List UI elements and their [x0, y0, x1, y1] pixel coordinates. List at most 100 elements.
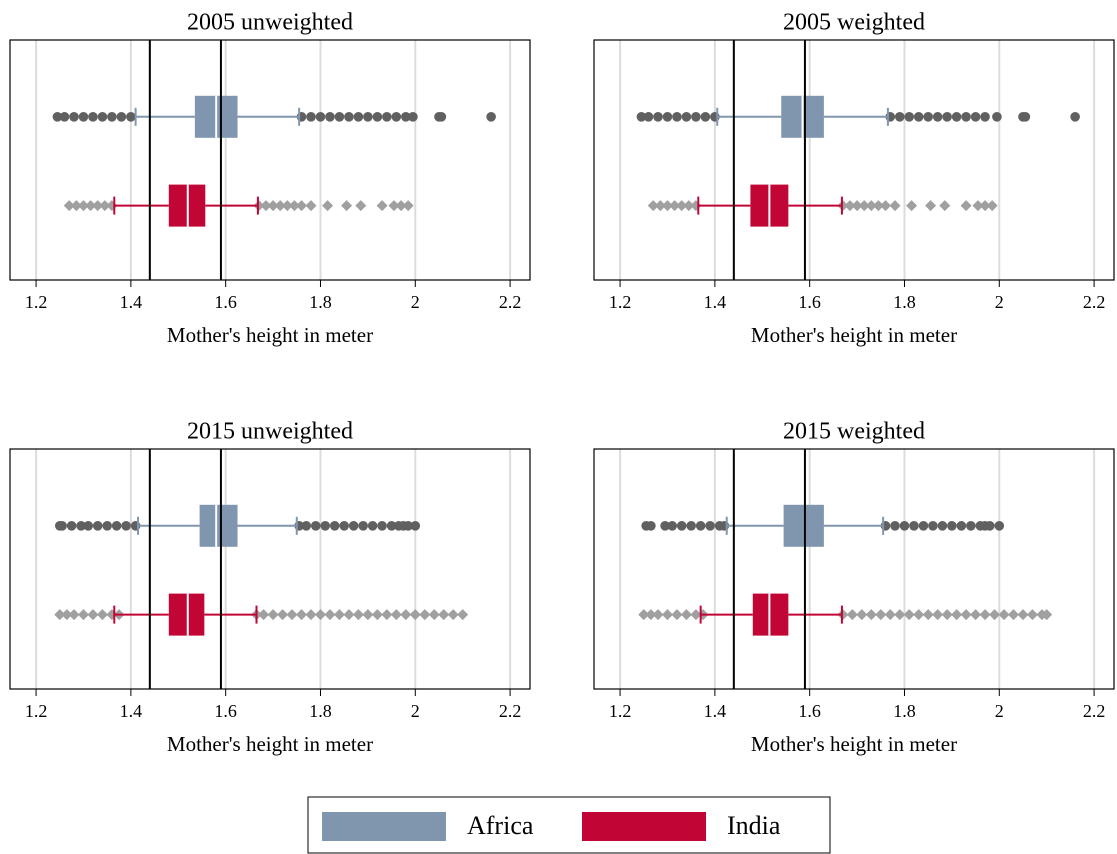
outlier — [646, 521, 656, 531]
outlier — [961, 112, 971, 122]
outlier — [851, 200, 863, 212]
outlier — [52, 112, 63, 122]
outlier — [645, 609, 657, 621]
plot-frame — [9, 448, 531, 690]
outlier — [376, 200, 388, 212]
outlier — [661, 609, 673, 621]
outlier — [274, 200, 286, 212]
chart-title: 2015 unweighted — [187, 419, 353, 445]
outlier — [403, 521, 413, 531]
outlier — [61, 609, 73, 621]
outlier — [310, 521, 321, 531]
outlier — [97, 112, 108, 122]
outlier — [889, 200, 901, 212]
outlier — [402, 200, 414, 212]
outlier — [77, 200, 89, 212]
outlier — [324, 609, 336, 621]
outlier — [322, 200, 334, 212]
outlier — [846, 609, 858, 621]
outlier — [286, 609, 298, 621]
box — [783, 504, 824, 547]
outlier — [660, 521, 670, 531]
outlier — [333, 609, 345, 621]
outlier — [680, 609, 692, 621]
outlier — [1070, 112, 1080, 122]
outlier — [267, 200, 279, 212]
legend-label: Africa — [467, 811, 534, 840]
outlier — [686, 521, 696, 531]
outlier — [676, 200, 688, 212]
x-tick-label: 1.8 — [309, 701, 332, 721]
legend-swatch — [322, 812, 446, 841]
outlier — [296, 200, 308, 212]
outlier — [409, 609, 421, 621]
x-tick-label: 1.4 — [704, 701, 727, 721]
plot-frame — [9, 39, 531, 281]
outlier — [325, 112, 335, 122]
outlier — [447, 609, 459, 621]
outlier — [355, 200, 367, 212]
outlier — [341, 200, 353, 212]
x-axis-label: Mother's height in meter — [751, 732, 957, 756]
outlier — [1026, 609, 1038, 621]
x-tick-label: 2 — [411, 292, 420, 312]
plot-frame — [593, 39, 1115, 281]
outlier — [654, 200, 666, 212]
outlier — [904, 112, 915, 122]
outlier — [856, 609, 868, 621]
outlier — [92, 521, 103, 531]
outlier — [315, 112, 326, 122]
outlier — [401, 112, 411, 122]
outlier — [960, 200, 972, 212]
outlier — [947, 521, 957, 531]
outlier — [998, 609, 1010, 621]
x-tick-label: 1.4 — [120, 292, 143, 312]
outlier — [111, 521, 122, 531]
outlier — [939, 200, 951, 212]
outlier — [371, 609, 383, 621]
outlier — [362, 609, 374, 621]
outlier — [438, 609, 450, 621]
x-tick-label: 1.8 — [893, 701, 916, 721]
x-tick-label: 2 — [995, 701, 1004, 721]
outlier — [288, 200, 300, 212]
outlier — [662, 112, 673, 122]
outlier — [126, 112, 136, 122]
outlier — [652, 609, 664, 621]
outlier — [1008, 609, 1020, 621]
outlier — [913, 112, 924, 122]
x-tick-label: 1.8 — [309, 292, 332, 312]
outlier — [970, 112, 981, 122]
outlier — [932, 609, 944, 621]
x-tick-label: 2 — [411, 701, 420, 721]
legend-label: India — [727, 811, 781, 840]
outlier — [956, 521, 967, 531]
outlier — [890, 521, 900, 531]
box — [752, 593, 789, 636]
outlier — [457, 609, 469, 621]
outlier — [486, 112, 496, 122]
outlier — [875, 609, 887, 621]
x-axis-label: Mother's height in meter — [167, 323, 373, 347]
outlier — [339, 521, 349, 531]
x-tick-label: 1.2 — [25, 292, 48, 312]
chart-title: 2005 weighted — [783, 10, 925, 36]
outlier — [77, 609, 89, 621]
outlier — [305, 609, 317, 621]
legend-swatch — [582, 812, 706, 841]
outlier — [78, 112, 89, 122]
outlier — [267, 609, 279, 621]
outlier — [66, 521, 77, 531]
outlier — [428, 609, 440, 621]
outlier — [70, 200, 82, 212]
outlier — [653, 112, 663, 122]
outlier — [388, 200, 400, 212]
outlier — [314, 609, 326, 621]
x-tick-label: 1.2 — [609, 701, 632, 721]
outlier — [636, 112, 647, 122]
outlier — [671, 609, 683, 621]
outlier — [669, 200, 681, 212]
outlier — [377, 521, 387, 531]
outlier — [57, 521, 67, 531]
outlier — [301, 521, 312, 531]
